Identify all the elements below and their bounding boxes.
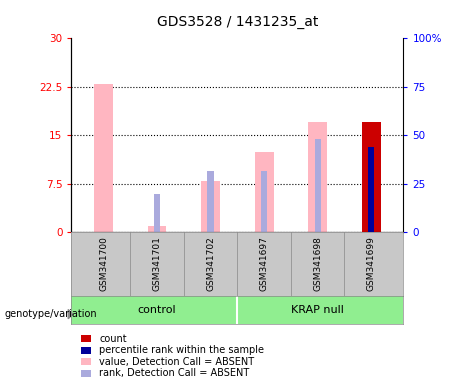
Text: GSM341699: GSM341699 — [367, 237, 376, 291]
Text: GSM341698: GSM341698 — [313, 237, 322, 291]
Text: GSM341697: GSM341697 — [260, 237, 269, 291]
Text: KRAP null: KRAP null — [291, 305, 344, 315]
Bar — [362, 122, 381, 232]
Text: GDS3528 / 1431235_at: GDS3528 / 1431235_at — [157, 15, 318, 28]
Text: genotype/variation: genotype/variation — [5, 309, 97, 319]
Text: GSM341702: GSM341702 — [206, 237, 215, 291]
Text: percentile rank within the sample: percentile rank within the sample — [99, 345, 264, 355]
Text: GSM341701: GSM341701 — [153, 237, 162, 291]
Text: control: control — [138, 305, 177, 315]
Bar — [94, 84, 113, 232]
Text: count: count — [99, 334, 127, 344]
Text: GSM341700: GSM341700 — [99, 237, 108, 291]
Bar — [308, 122, 327, 232]
Bar — [368, 147, 374, 232]
Polygon shape — [68, 310, 73, 319]
Text: rank, Detection Call = ABSENT: rank, Detection Call = ABSENT — [99, 368, 249, 378]
Bar — [154, 194, 160, 232]
Bar — [261, 171, 267, 232]
Text: value, Detection Call = ABSENT: value, Detection Call = ABSENT — [99, 357, 254, 367]
Bar — [201, 180, 220, 232]
Bar — [255, 152, 273, 232]
Bar — [314, 139, 321, 232]
Bar — [148, 226, 166, 232]
Bar — [207, 171, 214, 232]
